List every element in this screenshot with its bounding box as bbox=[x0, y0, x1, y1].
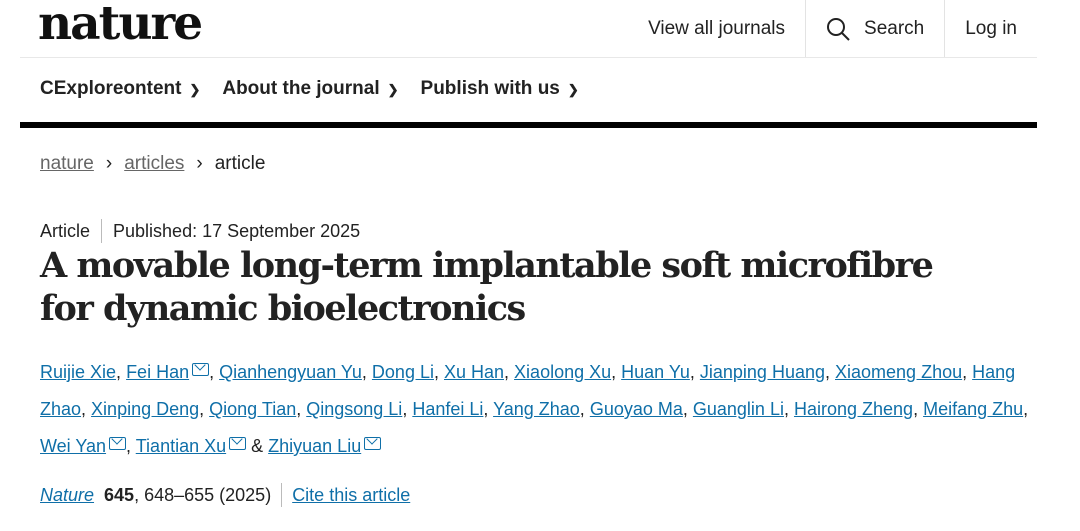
menu-label: Publish with us bbox=[420, 78, 560, 99]
author-link[interactable]: Xiaolong Xu bbox=[514, 362, 612, 382]
author-link[interactable]: Wei Yan bbox=[40, 436, 107, 456]
menu-explore-content[interactable]: CExploreontent ❯ bbox=[40, 78, 200, 100]
search-label: Search bbox=[864, 17, 925, 39]
author-link[interactable]: Qingsong Li bbox=[306, 399, 403, 419]
divider bbox=[101, 219, 103, 243]
chevron-down-icon: ❯ bbox=[387, 82, 399, 97]
separator: , bbox=[689, 362, 700, 382]
pages: , 648–655 (2025) bbox=[134, 484, 272, 505]
menu-publish-with-us[interactable]: Publish with us ❯ bbox=[421, 78, 579, 100]
separator: , bbox=[361, 362, 372, 382]
author-link[interactable]: Xiaomeng Zhou bbox=[835, 362, 963, 382]
separator: , bbox=[483, 399, 494, 419]
main-menu: CExploreontent ❯ About the journal ❯ Publi… bbox=[40, 78, 579, 100]
breadcrumb-nature[interactable]: nature bbox=[40, 153, 94, 174]
citation: Nature 645 , 648–655 (2025) Cite this ar… bbox=[40, 483, 410, 507]
author-link[interactable]: Guanglin Li bbox=[692, 399, 784, 419]
author-link[interactable]: Xu Han bbox=[443, 362, 505, 382]
menu-label: About the journal bbox=[222, 78, 380, 99]
author-link[interactable]: Hang Zhao bbox=[40, 362, 1016, 419]
search-button[interactable]: Search bbox=[805, 0, 944, 57]
author-link[interactable]: Dong Li bbox=[371, 362, 434, 382]
breadcrumb: nature › articles › article bbox=[40, 153, 265, 175]
breadcrumb-articles[interactable]: articles bbox=[124, 153, 185, 174]
top-nav: View all journals Search Log in bbox=[628, 0, 1037, 57]
author-link[interactable]: Jianping Huang bbox=[699, 362, 825, 382]
separator: , bbox=[296, 399, 307, 419]
author-link[interactable]: Hairong Zheng bbox=[793, 399, 914, 419]
separator: , bbox=[126, 436, 136, 456]
menu-about-journal[interactable]: About the journal ❯ bbox=[222, 78, 398, 100]
author-link[interactable]: Huan Yu bbox=[621, 362, 690, 382]
email-icon[interactable] bbox=[109, 437, 127, 450]
divider bbox=[281, 483, 283, 507]
separator: , bbox=[402, 399, 413, 419]
author-link[interactable]: Fei Han bbox=[126, 362, 190, 382]
search-icon bbox=[827, 17, 850, 41]
menu-label: CExploreontent bbox=[40, 78, 182, 99]
separator: , bbox=[611, 362, 622, 382]
separator: , bbox=[504, 362, 515, 382]
email-icon[interactable] bbox=[364, 437, 382, 450]
separator: , bbox=[199, 399, 210, 419]
chevron-right-icon: › bbox=[196, 153, 203, 174]
separator: , bbox=[962, 362, 973, 382]
article-type: Article bbox=[40, 220, 91, 241]
view-all-journals-link[interactable]: View all journals bbox=[648, 17, 786, 39]
cite-this-article-link[interactable]: Cite this article bbox=[292, 484, 411, 505]
author-link[interactable]: Xinping Deng bbox=[91, 399, 200, 419]
volume: 645 bbox=[104, 484, 135, 505]
separator: , bbox=[1023, 399, 1029, 419]
author-link[interactable]: Ruijie Xie bbox=[40, 362, 117, 382]
email-icon[interactable] bbox=[192, 363, 210, 376]
chevron-right-icon: › bbox=[105, 153, 113, 174]
separator: , bbox=[682, 399, 693, 419]
journal-link[interactable]: Nature bbox=[40, 484, 95, 505]
separator: , bbox=[209, 362, 220, 382]
separator: , bbox=[81, 399, 92, 419]
divider bbox=[20, 57, 1037, 58]
nature-logo[interactable]: nature bbox=[38, 0, 203, 51]
breadcrumb-current: article bbox=[214, 153, 266, 174]
separator: , bbox=[825, 362, 836, 382]
separator: , bbox=[116, 362, 127, 382]
author-link[interactable]: Hanfei Li bbox=[412, 399, 484, 419]
page-title: A movable long-term implantable soft mic… bbox=[40, 245, 934, 329]
author-list: Ruijie Xie, Fei Han, Qianhengyuan Yu, Do… bbox=[40, 354, 1030, 465]
article-meta: Article Published: 17 September 2025 bbox=[40, 219, 360, 243]
author-link[interactable]: Yang Zhao bbox=[493, 399, 580, 419]
author-link[interactable]: Zhiyuan Liu bbox=[268, 436, 362, 456]
author-link[interactable]: Qianhengyuan Yu bbox=[219, 362, 362, 382]
author-link[interactable]: Guoyao Ma bbox=[589, 399, 683, 419]
author-link[interactable]: Meifang Zhu bbox=[923, 399, 1024, 419]
chevron-down-icon: ❯ bbox=[567, 82, 579, 97]
separator: , bbox=[433, 362, 444, 382]
author-link[interactable]: Tiantian Xu bbox=[135, 436, 227, 456]
separator: & bbox=[246, 436, 269, 456]
separator: , bbox=[579, 399, 590, 419]
published-date: Published: 17 September 2025 bbox=[113, 220, 361, 241]
email-icon[interactable] bbox=[229, 437, 247, 450]
chevron-down-icon: ❯ bbox=[189, 82, 201, 97]
login-link[interactable]: Log in bbox=[944, 0, 1037, 57]
author-link[interactable]: Qiong Tian bbox=[209, 399, 297, 419]
separator: , bbox=[913, 399, 924, 419]
separator: , bbox=[783, 399, 794, 419]
header-bar bbox=[20, 122, 1037, 128]
